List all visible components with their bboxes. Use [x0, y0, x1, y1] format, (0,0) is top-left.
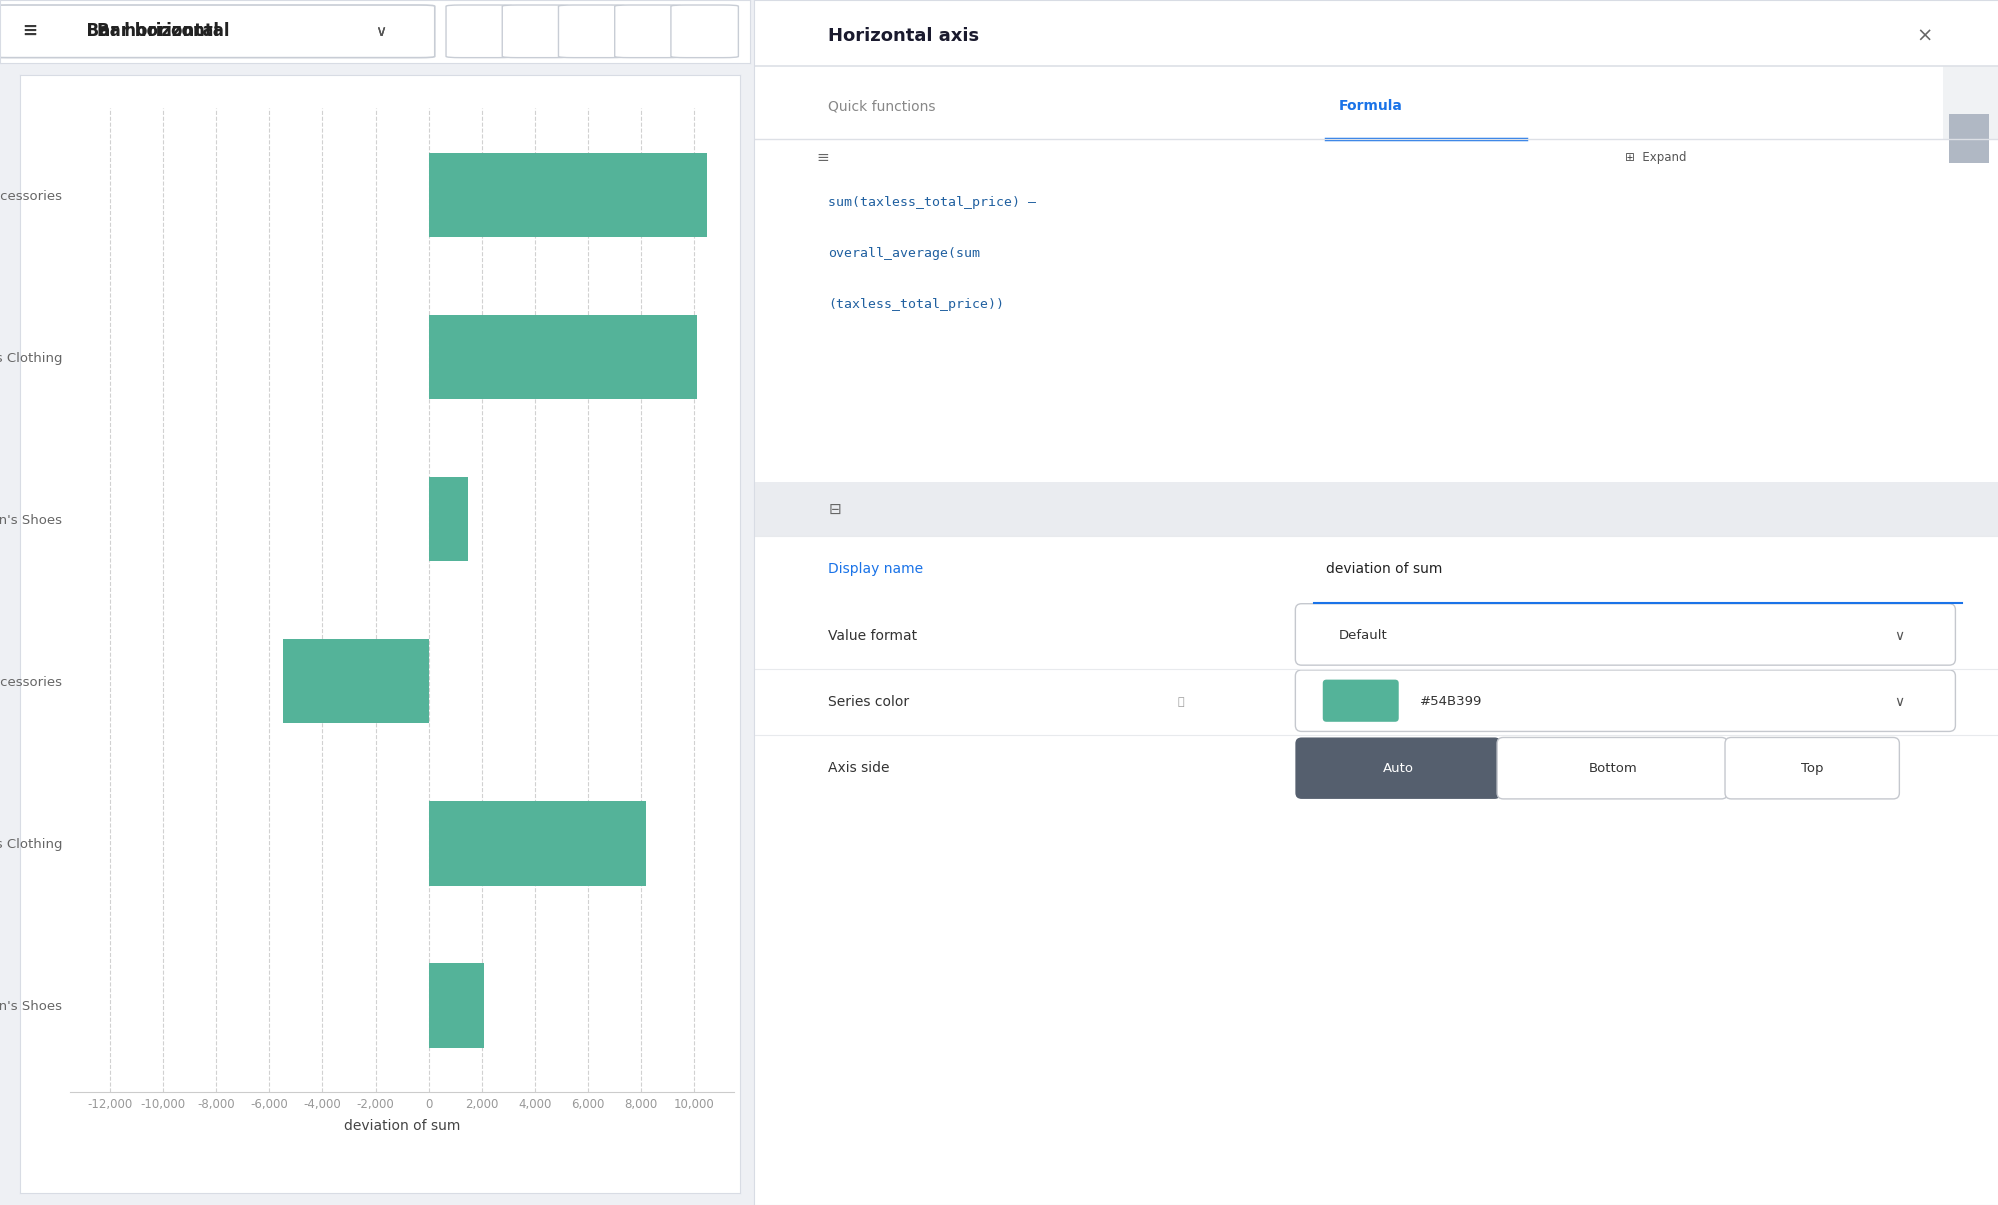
Text: Value format: Value format	[827, 629, 917, 642]
Bar	[753, 482, 1998, 536]
Text: (taxless_total_price)): (taxless_total_price))	[827, 298, 1003, 311]
Text: ∨: ∨	[376, 24, 386, 39]
FancyBboxPatch shape	[1295, 670, 1954, 731]
Text: Display name: Display name	[827, 563, 923, 576]
Text: Series color: Series color	[827, 695, 909, 709]
Text: sum(taxless_total_price) –: sum(taxless_total_price) –	[827, 196, 1035, 210]
FancyBboxPatch shape	[557, 5, 625, 58]
Text: Default: Default	[1339, 629, 1387, 642]
FancyBboxPatch shape	[1497, 737, 1726, 799]
Text: ≡: ≡	[22, 23, 38, 40]
Text: #54B399: #54B399	[1419, 695, 1483, 709]
FancyBboxPatch shape	[615, 5, 681, 58]
FancyBboxPatch shape	[671, 5, 737, 58]
Bar	[428, 963, 484, 1047]
Text: overall_average(sum: overall_average(sum	[827, 247, 979, 260]
Bar	[1948, 114, 1988, 163]
Text: Axis side: Axis side	[827, 762, 889, 775]
Text: deviation of sum: deviation of sum	[1327, 563, 1443, 576]
FancyBboxPatch shape	[446, 5, 513, 58]
Text: Bottom: Bottom	[1588, 762, 1636, 775]
Text: ∨: ∨	[1894, 629, 1904, 642]
FancyBboxPatch shape	[1323, 680, 1399, 722]
Text: ⊞  Expand: ⊞ Expand	[1624, 152, 1686, 164]
Text: ≡: ≡	[815, 151, 829, 165]
Bar	[282, 639, 428, 723]
Text: Formula: Formula	[1339, 99, 1403, 113]
FancyBboxPatch shape	[1295, 737, 1500, 799]
Text: ≡: ≡	[22, 23, 38, 40]
FancyBboxPatch shape	[0, 5, 436, 58]
FancyBboxPatch shape	[1295, 604, 1954, 665]
Bar	[428, 477, 468, 562]
Text: ∨: ∨	[376, 24, 386, 39]
Text: ⊟: ⊟	[827, 501, 841, 517]
Text: Horizontal axis: Horizontal axis	[827, 28, 979, 46]
Text: Bar horizontal: Bar horizontal	[76, 23, 220, 40]
Bar	[428, 153, 707, 237]
Text: ×: ×	[1916, 27, 1932, 46]
Text: Quick functions: Quick functions	[827, 99, 935, 113]
X-axis label: deviation of sum: deviation of sum	[344, 1119, 460, 1133]
Text: ⓘ: ⓘ	[1177, 696, 1183, 707]
Text: Auto: Auto	[1383, 762, 1413, 775]
Bar	[428, 801, 645, 886]
Text: ∨: ∨	[1894, 695, 1904, 709]
FancyBboxPatch shape	[501, 5, 569, 58]
FancyBboxPatch shape	[1724, 737, 1898, 799]
Text: Top: Top	[1800, 762, 1822, 775]
Bar	[428, 315, 697, 399]
Text: Bar horizontal: Bar horizontal	[98, 23, 230, 40]
Bar	[1942, 66, 1998, 139]
